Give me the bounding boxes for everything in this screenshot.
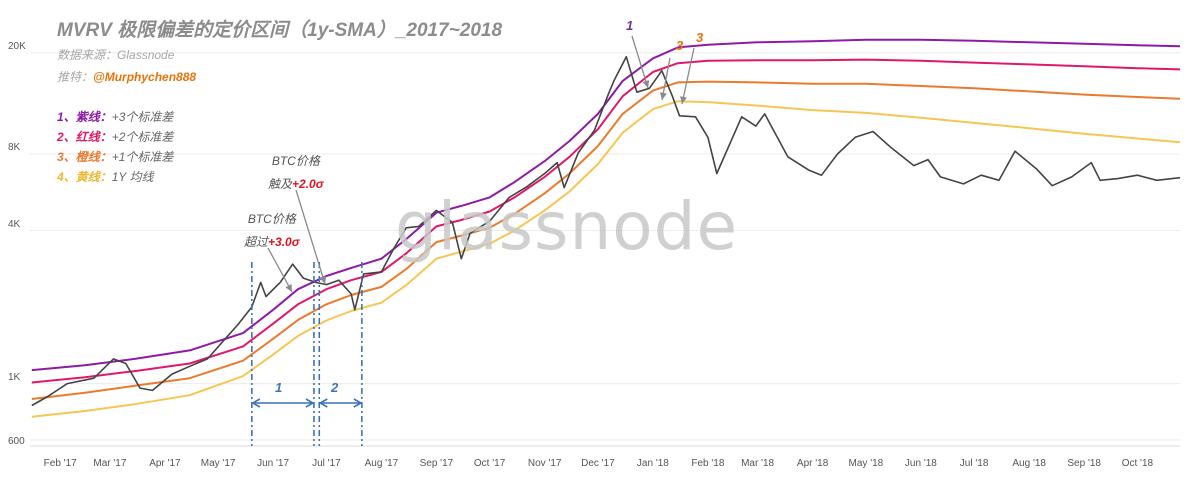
x-tick-label: Apr '18 <box>796 458 829 469</box>
legend-desc: 1Y 均线 <box>111 170 154 184</box>
legend-item-sd2: 2、红线：+2个标准差 <box>57 128 173 145</box>
annotation-arrow-2sigma <box>295 189 326 285</box>
x-tick-label: Feb '18 <box>691 458 725 469</box>
x-tick-label: Dec '17 <box>581 458 615 469</box>
series-line-sma <box>31 100 1181 418</box>
author-handle: @Murphychen888 <box>93 70 197 84</box>
data-source: 数据来源：Glassnode <box>57 46 174 63</box>
peak-mark-2: 3 <box>676 38 684 53</box>
x-tick-label: Aug '17 <box>364 458 399 469</box>
peak-arrow-1 <box>631 35 649 89</box>
legend-desc: +3个标准差 <box>111 110 174 124</box>
annotation-arrow-3sigma-head <box>285 284 292 292</box>
annotation-title: BTC价格 <box>247 212 296 226</box>
x-tick-label: Oct '18 <box>1121 458 1154 469</box>
series-line-sd2 <box>31 58 1181 384</box>
period-arrow-2-head-left <box>318 398 328 408</box>
legend-desc: +2个标准差 <box>111 130 174 144</box>
x-tick-label: Sep '18 <box>1067 458 1101 469</box>
x-tick-label: Jun '17 <box>257 458 290 469</box>
period-arrow-2-head-right <box>353 398 363 408</box>
data-source-value: Glassnode <box>117 48 175 62</box>
x-tick-label: Mar '17 <box>93 458 127 469</box>
x-tick-label: May '18 <box>848 458 884 469</box>
legend-item-sd3: 1、紫线：+3个标准差 <box>57 108 173 125</box>
x-tick-label: Jul '18 <box>959 458 989 469</box>
x-tick-label: May '17 <box>200 458 236 469</box>
peak-arrow-3-head <box>680 96 687 104</box>
x-tick-label: Aug '18 <box>1012 458 1046 469</box>
author-credit: 推特：@Murphychen888 <box>57 68 196 85</box>
period-arrow-1-head-left <box>251 398 261 408</box>
annotation-arrow-3sigma <box>267 247 293 293</box>
annotation-over-3sigma: BTC价格 超过+3.0σ <box>244 210 300 250</box>
period-arrow-1-head-right <box>305 398 315 408</box>
y-tick-label: 20K <box>8 40 26 52</box>
annotation-arrow-2sigma-head <box>319 276 327 284</box>
peak-arrow-3 <box>681 47 695 105</box>
series-line-sd1 <box>31 80 1181 400</box>
series-line-sd3 <box>31 38 1181 372</box>
legend-name: 2、红线： <box>57 130 112 144</box>
data-source-label: 数据来源： <box>57 48 118 62</box>
x-tick-label: Sep '17 <box>419 458 454 469</box>
annotation-prefix: 触及 <box>268 177 293 191</box>
y-tick-label: 1K <box>8 371 21 383</box>
period-label-2: 2 <box>331 380 339 395</box>
legend-name: 3、橙线： <box>57 150 112 164</box>
legend-item-sma: 4、黄线：1Y 均线 <box>57 168 153 185</box>
x-tick-label: Feb '17 <box>43 458 77 469</box>
legend-name: 1、紫线： <box>57 110 112 124</box>
x-tick-label: Oct '17 <box>473 458 506 469</box>
peak-mark-1: 1 <box>626 18 634 33</box>
legend-name: 4、黄线： <box>57 170 112 184</box>
x-tick-label: Apr '17 <box>149 458 181 469</box>
y-tick-label: 4K <box>8 218 21 230</box>
x-tick-label: Jun '18 <box>904 458 937 469</box>
chart-title: MVRV 极限偏差的定价区间（1y-SMA）_2017~2018 <box>57 20 503 41</box>
annotation-sigma-value: +3.0σ <box>268 235 300 249</box>
x-tick-label: Jan '18 <box>636 458 669 469</box>
annotation-touch-2sigma: BTC价格 触及+2.0σ <box>268 152 324 192</box>
annotation-title: BTC价格 <box>271 154 320 168</box>
annotation-prefix: 超过 <box>244 235 269 249</box>
peak-arrow-2-head <box>659 92 667 100</box>
series-line-price <box>31 55 1181 407</box>
legend-item-sd1: 3、橙线：+1个标准差 <box>57 148 173 165</box>
author-label: 推特： <box>57 70 94 84</box>
x-tick-label: Jul '17 <box>312 458 341 469</box>
peak-arrow-1-head <box>642 80 650 88</box>
peak-mark-3: 3 <box>696 30 704 45</box>
period-label-1: 1 <box>275 380 283 395</box>
y-tick-label: 600 <box>8 436 25 447</box>
x-tick-label: Nov '17 <box>527 458 562 469</box>
glassnode-watermark: glassnode <box>395 188 739 265</box>
y-tick-label: 8K <box>8 141 21 153</box>
legend-desc: +1个标准差 <box>111 150 174 164</box>
annotation-sigma-value: +2.0σ <box>292 177 324 191</box>
x-tick-label: Mar '18 <box>741 458 775 469</box>
